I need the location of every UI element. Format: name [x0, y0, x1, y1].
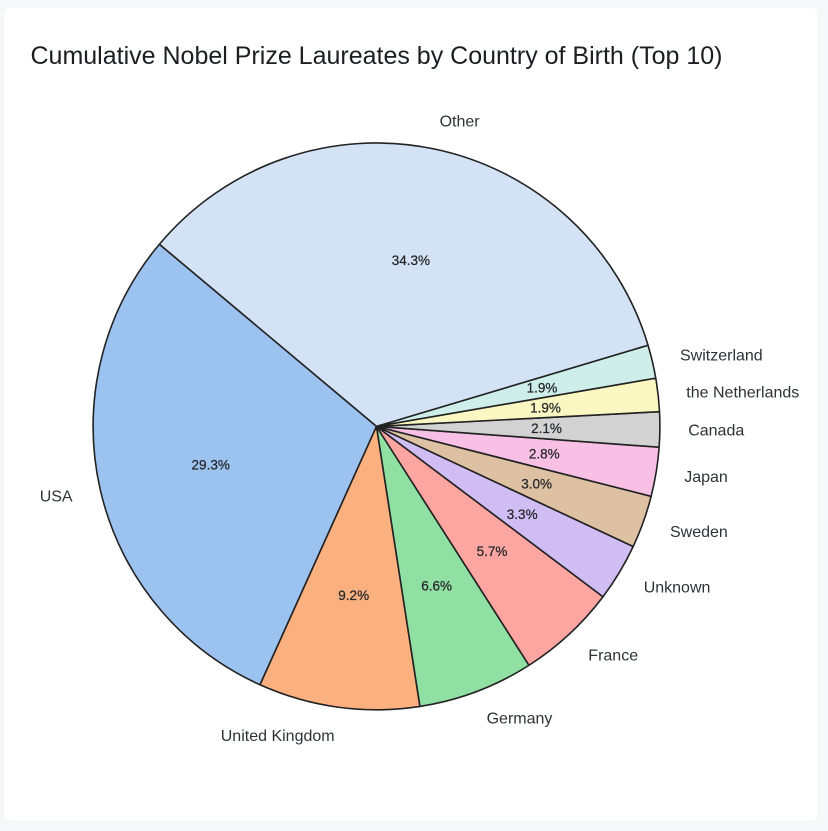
svg-text:Other: Other: [440, 114, 481, 131]
svg-text:34.3%: 34.3%: [392, 253, 430, 268]
svg-text:Switzerland: Switzerland: [680, 348, 763, 365]
svg-text:Sweden: Sweden: [670, 524, 728, 541]
svg-text:2.8%: 2.8%: [529, 447, 560, 462]
svg-text:United Kingdom: United Kingdom: [221, 728, 335, 745]
svg-text:3.0%: 3.0%: [521, 477, 552, 492]
svg-text:the Netherlands: the Netherlands: [686, 384, 799, 401]
svg-text:USA: USA: [40, 488, 73, 505]
svg-text:Cumulative Nobel Prize Laureat: Cumulative Nobel Prize Laureates by Coun…: [31, 42, 723, 70]
svg-text:Unknown: Unknown: [644, 580, 711, 597]
svg-text:9.2%: 9.2%: [338, 588, 369, 603]
svg-text:1.9%: 1.9%: [527, 381, 558, 396]
svg-text:5.7%: 5.7%: [477, 544, 508, 559]
svg-text:6.6%: 6.6%: [421, 579, 452, 594]
svg-text:Germany: Germany: [487, 711, 553, 728]
svg-text:Canada: Canada: [688, 422, 744, 439]
svg-text:France: France: [588, 648, 638, 665]
svg-text:1.9%: 1.9%: [530, 401, 561, 416]
svg-text:Japan: Japan: [684, 469, 728, 486]
svg-text:3.3%: 3.3%: [507, 507, 538, 522]
svg-text:29.3%: 29.3%: [192, 457, 230, 472]
svg-text:2.1%: 2.1%: [531, 421, 562, 436]
